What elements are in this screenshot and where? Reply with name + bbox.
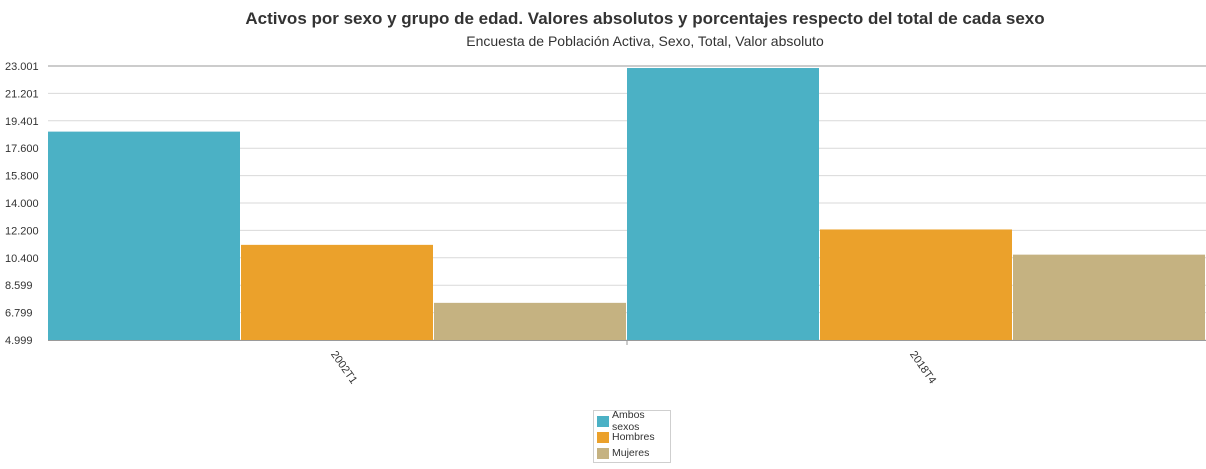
y-tick-label: 21.201 (5, 88, 39, 100)
legend-label: Hombres (612, 431, 655, 443)
bar (820, 229, 1012, 340)
legend-label: Mujeres (612, 447, 650, 459)
y-tick-label: 19.401 (5, 116, 39, 128)
bar (48, 131, 240, 340)
y-tick-label: 23.001 (5, 61, 39, 73)
y-tick-label: 15.800 (5, 171, 39, 183)
legend-item-mujeres[interactable]: Mujeres (597, 445, 667, 461)
legend-swatch (597, 415, 609, 427)
y-tick-label: 8.599 (5, 280, 33, 292)
y-tick-label: 12.200 (5, 225, 39, 237)
y-tick-label: 17.600 (5, 143, 39, 155)
y-tick-label: 6.799 (5, 308, 33, 320)
y-tick-label: 4.999 (5, 335, 33, 347)
x-tick-label: 2018T4 (907, 349, 938, 386)
y-tick-label: 14.000 (5, 198, 39, 210)
legend-label: Ambos sexos (612, 409, 645, 433)
bar (627, 68, 819, 341)
bar (434, 302, 626, 340)
chart-legend: Ambos sexos Hombres Mujeres (593, 409, 671, 463)
legend-item-ambos-sexos[interactable]: Ambos sexos (597, 409, 667, 433)
legend-item-hombres[interactable]: Hombres (597, 429, 667, 445)
chart-title: Activos por sexo y grupo de edad. Valore… (245, 9, 1045, 28)
bar (1013, 254, 1205, 340)
chart-subtitle: Encuesta de Población Activa, Sexo, Tota… (466, 33, 824, 49)
legend-swatch (597, 447, 609, 459)
y-tick-label: 10.400 (5, 253, 39, 265)
x-tick-label: 2002T1 (328, 349, 359, 386)
legend-swatch (597, 431, 609, 443)
bar (241, 244, 433, 340)
